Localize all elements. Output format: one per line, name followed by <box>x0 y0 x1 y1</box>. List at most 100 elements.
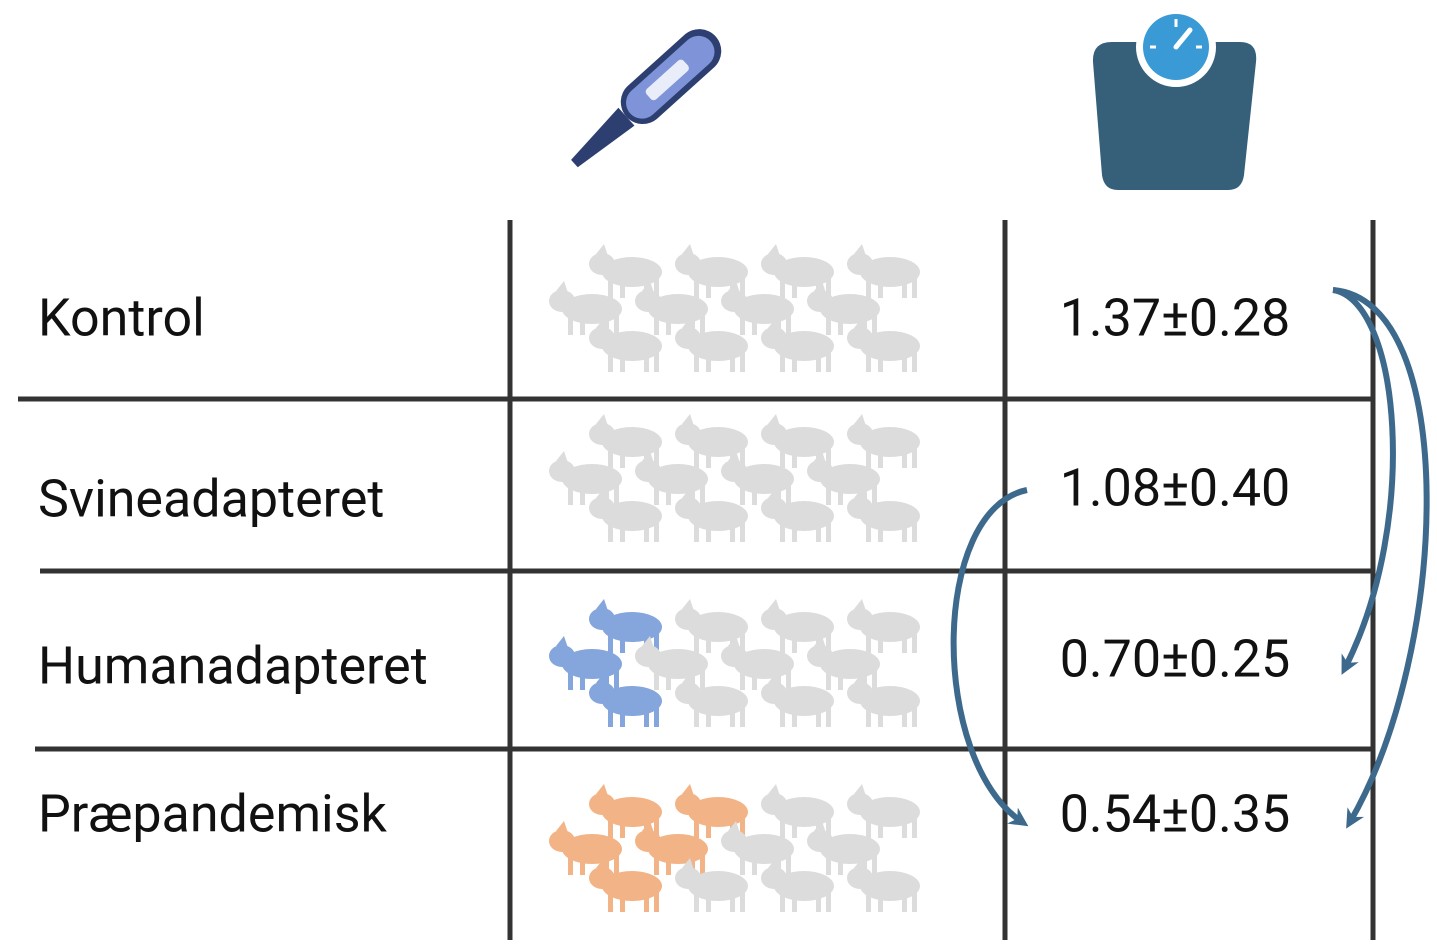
pig <box>761 673 834 727</box>
pig-leg <box>654 818 659 838</box>
pig-leg <box>816 352 821 372</box>
pig-leg <box>580 670 585 690</box>
pig <box>635 821 708 875</box>
pig-ear <box>596 414 608 426</box>
pig-leg <box>816 892 821 912</box>
pig-leg <box>740 818 745 838</box>
pig-leg <box>690 855 695 875</box>
pig-leg <box>694 522 699 542</box>
pig-ear <box>768 318 780 330</box>
pig-leg <box>654 522 659 542</box>
row-label: Svineadapteret <box>38 469 384 530</box>
pig-leg <box>740 670 745 690</box>
pig-group <box>549 784 920 912</box>
thermometer-icon <box>571 29 722 168</box>
pig-head <box>807 830 833 852</box>
pig-leg <box>780 818 785 838</box>
pig-leg <box>786 485 791 505</box>
pig-leg <box>792 707 797 727</box>
pig-leg <box>752 855 757 875</box>
pig <box>549 636 622 690</box>
pig-head <box>761 793 787 815</box>
pig-ear <box>728 636 740 648</box>
pig-head <box>549 460 575 482</box>
pig-leg <box>654 892 659 912</box>
pig-leg <box>872 855 877 875</box>
pig-leg <box>826 485 831 505</box>
pig <box>635 281 708 335</box>
pig-head <box>847 253 873 275</box>
pig-head <box>847 327 873 349</box>
pig-ear <box>596 318 608 330</box>
pig-leg <box>792 892 797 912</box>
pig-leg <box>866 448 871 468</box>
pig <box>675 488 748 542</box>
pig-leg <box>654 855 659 875</box>
pig-ear <box>682 599 694 611</box>
pig-leg <box>568 315 573 335</box>
pig-leg <box>620 707 625 727</box>
pig-leg <box>644 892 649 912</box>
pig-head <box>847 682 873 704</box>
pig-ear <box>642 451 654 463</box>
pig-ear <box>682 414 694 426</box>
pig-ear <box>596 784 608 796</box>
pig-leg <box>862 315 867 335</box>
pig-leg <box>620 448 625 468</box>
row-value: 1.37±0.28 <box>1060 288 1291 349</box>
pig-leg <box>694 633 699 653</box>
pig <box>761 784 834 838</box>
pig-leg <box>644 707 649 727</box>
pig-leg <box>608 448 613 468</box>
pig-leg <box>878 707 883 727</box>
pig-leg <box>694 818 699 838</box>
pig-leg <box>912 892 917 912</box>
pig-ear <box>728 281 740 293</box>
pig-leg <box>604 855 609 875</box>
pig-leg <box>608 352 613 372</box>
pig-leg <box>786 670 791 690</box>
pig-leg <box>654 633 659 653</box>
pig-leg <box>826 670 831 690</box>
pig-leg <box>826 315 831 335</box>
pig-ear <box>642 636 654 648</box>
pig-leg <box>740 855 745 875</box>
pig-ear <box>682 858 694 870</box>
pig-leg <box>912 707 917 727</box>
pig-ear <box>556 636 568 648</box>
pig-ear <box>768 599 780 611</box>
pig-leg <box>740 448 745 468</box>
pig-head <box>761 497 787 519</box>
pig-leg <box>902 818 907 838</box>
arrow <box>1332 287 1396 675</box>
pig-leg <box>694 352 699 372</box>
pig-leg <box>872 485 877 505</box>
pig-head <box>589 253 615 275</box>
pig-leg <box>752 485 757 505</box>
pig <box>549 821 622 875</box>
pig-head <box>847 423 873 445</box>
pig-leg <box>816 522 821 542</box>
pig-head <box>761 327 787 349</box>
pig-leg <box>706 522 711 542</box>
pig-leg <box>826 278 831 298</box>
pig-leg <box>838 670 843 690</box>
pig <box>847 414 920 468</box>
pig-ear <box>854 858 866 870</box>
pig-ear <box>642 821 654 833</box>
pig-leg <box>706 633 711 653</box>
pig-leg <box>878 352 883 372</box>
pig-ear <box>596 858 608 870</box>
pig-head <box>807 290 833 312</box>
pig-leg <box>826 633 831 653</box>
pig-leg <box>878 633 883 653</box>
pig-ear <box>556 821 568 833</box>
pig-head <box>675 327 701 349</box>
pig-leg <box>902 278 907 298</box>
pig-leg <box>816 707 821 727</box>
pig-ear <box>814 636 826 648</box>
pig-leg <box>666 485 671 505</box>
pig-leg <box>644 522 649 542</box>
pig <box>807 281 880 335</box>
pig-leg <box>620 892 625 912</box>
